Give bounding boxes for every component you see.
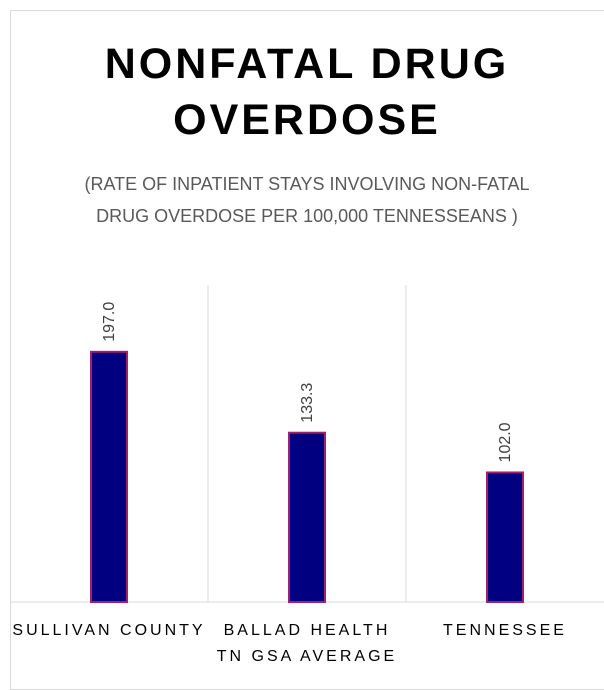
data-label: 197.0 bbox=[101, 302, 118, 342]
chart-subtitle: (RATE OF INPATIENT STAYS INVOLVING NON-F… bbox=[84, 174, 530, 226]
bar-chart: 197.0 133.3 102.0 bbox=[10, 285, 604, 604]
category-label: TENNESSEE bbox=[443, 622, 567, 639]
data-label: 102.0 bbox=[497, 422, 514, 462]
data-label: 133.3 bbox=[299, 383, 316, 423]
category-label: BALLAD HEALTH TN GSA AVERAGE bbox=[216, 622, 398, 665]
category-label: SULLIVAN COUNTY bbox=[12, 622, 206, 639]
bar bbox=[486, 471, 524, 603]
bar bbox=[288, 431, 326, 604]
chart-title: NONFATAL DRUG OVERDOSE bbox=[104, 40, 510, 144]
bar bbox=[90, 350, 128, 603]
